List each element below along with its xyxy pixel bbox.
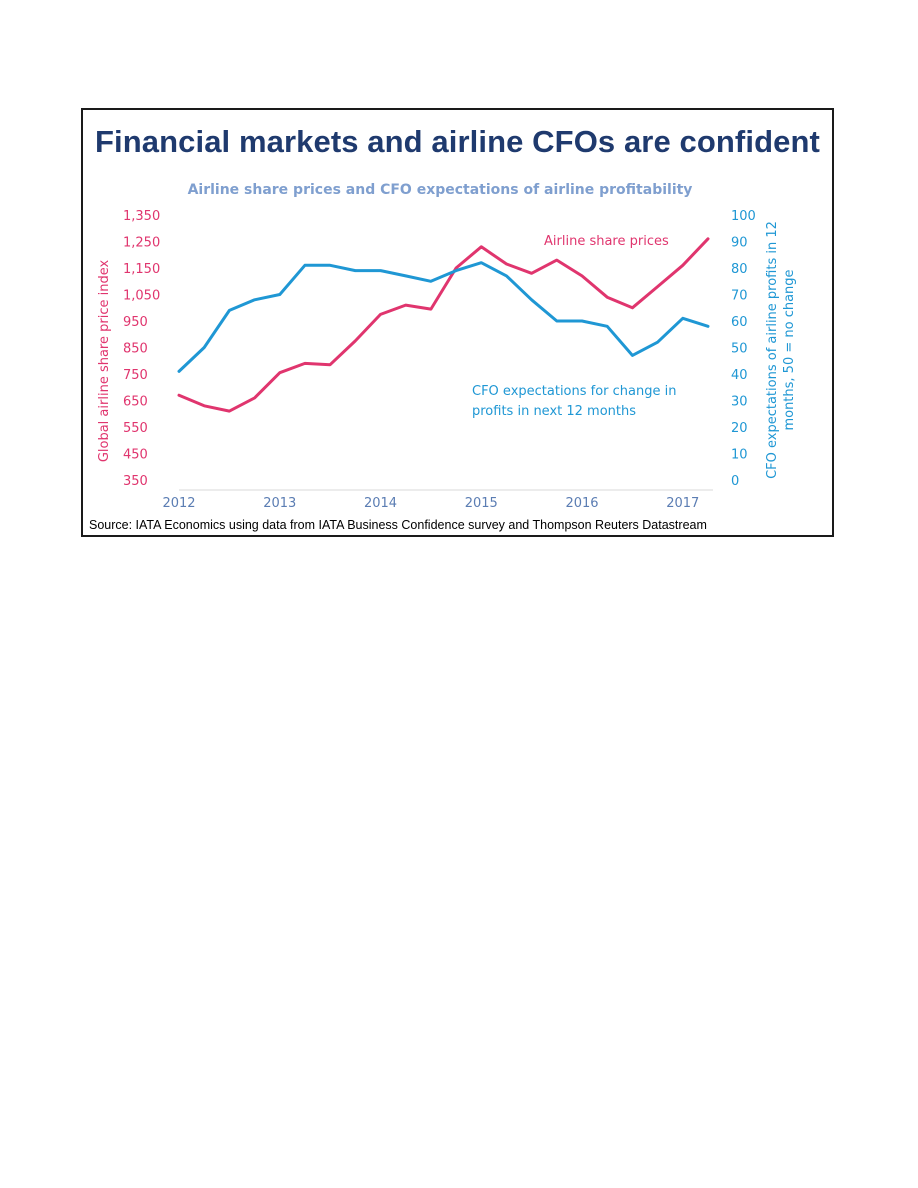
y-left-tick-label: 750 [123, 368, 148, 383]
y-right-tick-label: 90 [731, 236, 748, 251]
y-left-tick-label: 1,150 [123, 262, 160, 277]
headline: Financial markets and airline CFOs are c… [95, 124, 820, 159]
y-left-tick-label: 1,050 [123, 289, 160, 304]
y-right-tick-label: 20 [731, 421, 748, 436]
y-right-tick-label: 60 [731, 315, 748, 330]
x-tick-label: 2017 [666, 496, 699, 511]
x-tick-label: 2015 [465, 496, 498, 511]
x-tick-label: 2013 [263, 496, 296, 511]
y-left-tick-label: 350 [123, 474, 148, 489]
chart-frame: Financial markets and airline CFOs are c… [81, 108, 834, 537]
y-right-axis-label-line1: CFO expectations of airline profits in 1… [765, 221, 780, 479]
x-tick-label: 2016 [565, 496, 598, 511]
x-tick-label: 2014 [364, 496, 397, 511]
y-right-tick-label: 100 [731, 209, 756, 224]
chart: Airline share prices and CFO expectation… [97, 182, 797, 511]
annotation-cfo-line2: profits in next 12 months [472, 404, 636, 419]
y-right-tick-label: 70 [731, 289, 748, 304]
y-right-tick-label: 40 [731, 368, 748, 383]
series-line-cfo-expectations [177, 261, 710, 373]
y-right-tick-label: 50 [731, 342, 748, 357]
y-left-tick-label: 850 [123, 342, 148, 357]
y-right-tick-label: 0 [731, 474, 739, 489]
annotation-cfo-line1: CFO expectations for change in [472, 384, 676, 399]
chart-title: Airline share prices and CFO expectation… [188, 182, 693, 198]
annotation-share-prices: Airline share prices [544, 234, 669, 249]
series-line-share-prices [177, 237, 710, 413]
x-tick-label: 2012 [162, 496, 195, 511]
y-left-tick-label: 950 [123, 315, 148, 330]
y-left-tick-label: 650 [123, 395, 148, 410]
y-right-tick-label: 80 [731, 262, 748, 277]
y-left-tick-label: 450 [123, 448, 148, 463]
y-right-tick-label: 30 [731, 395, 748, 410]
source-note: Source: IATA Economics using data from I… [89, 518, 707, 532]
y-left-tick-label: 1,250 [123, 236, 160, 251]
y-left-axis-label: Global airline share price index [97, 260, 112, 463]
y-left-tick-label: 1,350 [123, 209, 160, 224]
y-right-tick-label: 10 [731, 448, 748, 463]
y-left-tick-label: 550 [123, 421, 148, 436]
y-right-axis-label-line2: months, 50 = no change [782, 269, 797, 430]
